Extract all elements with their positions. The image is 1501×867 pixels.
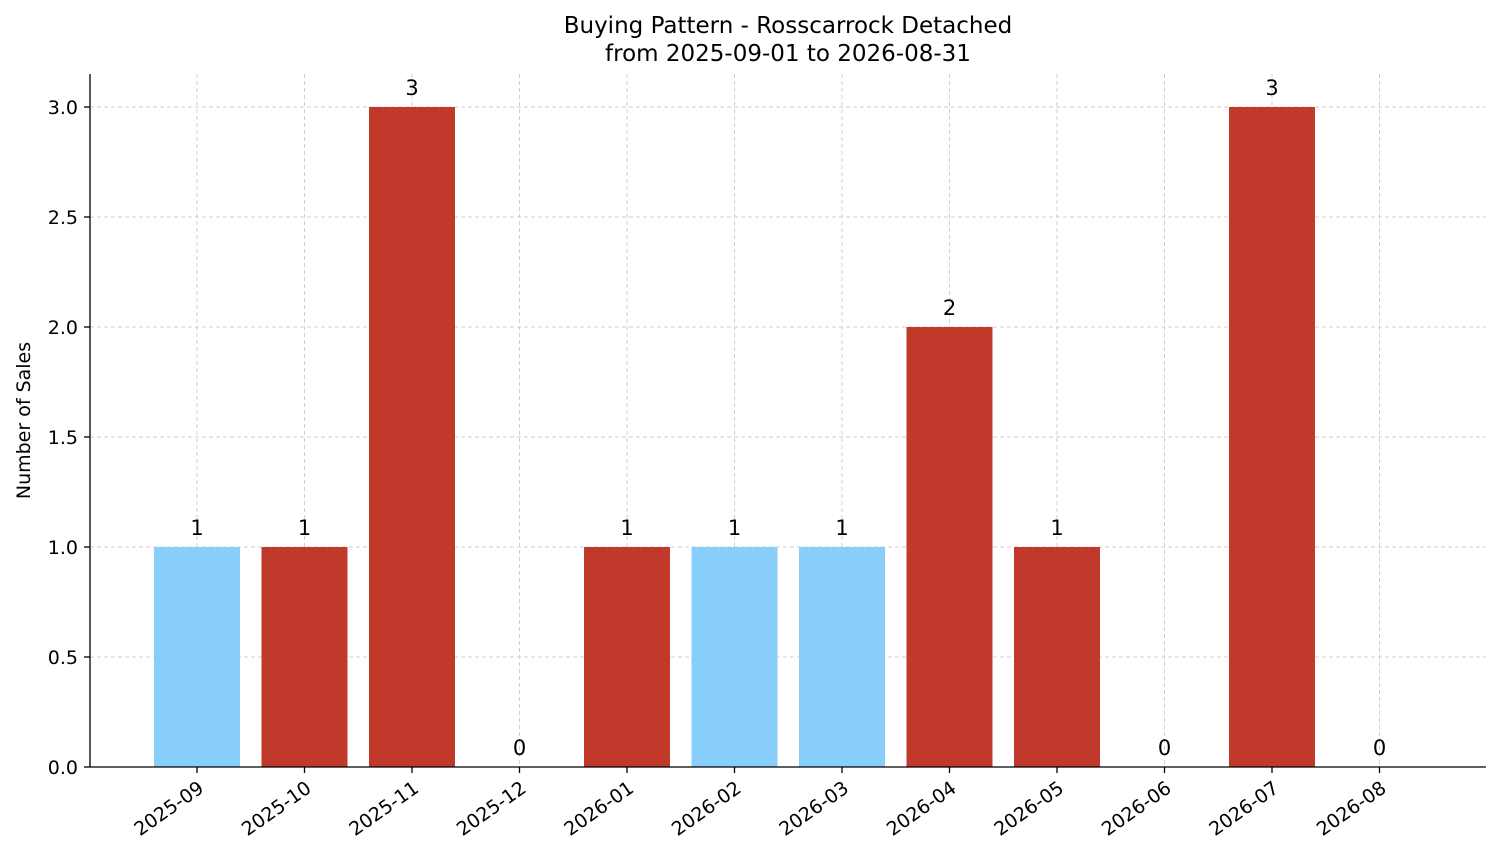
bar-2025-10 [261,547,348,767]
x-tick-label: 2025-11 [345,777,423,841]
x-tick-label: 2026-07 [1205,777,1283,841]
y-tick-label: 0.5 [48,647,78,669]
axes [89,74,1486,768]
data-label: 1 [835,516,848,540]
y-tick-label: 2.0 [48,317,78,339]
bar-2025-09 [154,547,240,767]
chart-subtitle: from 2025-09-01 to 2026-08-31 [605,41,971,67]
x-tick-label: 2025-12 [453,777,531,841]
x-tick-label: 2026-08 [1313,777,1391,841]
data-label: 3 [405,76,418,100]
data-label: 0 [1373,736,1386,760]
x-tick-label: 2026-01 [560,777,638,841]
x-tick-label: 2026-04 [883,777,961,841]
bar-2025-11 [369,107,455,767]
data-label: 2 [943,296,956,320]
data-labels: 1 1 3 0 1 1 1 2 1 0 3 0 [190,76,1386,760]
y-axis-label: Number of Sales [13,342,35,499]
x-tick-label: 2025-09 [130,777,208,841]
bar-2026-03 [799,547,885,767]
data-label: 1 [728,516,741,540]
x-tick-label: 2026-02 [668,777,746,841]
chart-title: Buying Pattern - Rosscarrock Detached [564,13,1013,39]
bars [154,107,1315,767]
data-label: 1 [298,516,311,540]
y-tick-label: 1.0 [48,537,78,559]
bar-2026-07 [1229,107,1315,767]
bar-2026-01 [584,547,670,767]
bar-2026-02 [691,547,778,767]
x-tick-label: 2026-06 [1098,777,1176,841]
data-label: 3 [1265,76,1278,100]
bar-2026-04 [906,327,993,767]
data-label: 1 [620,516,633,540]
y-tick-label: 3.0 [48,97,78,119]
x-tick-label: 2025-10 [238,777,316,841]
y-tick-label: 2.5 [48,207,78,229]
data-label: 0 [1158,736,1171,760]
x-tick-label: 2026-03 [775,777,853,841]
y-tick-label: 0.0 [48,757,78,779]
x-tick-label: 2026-05 [990,777,1068,841]
data-label: 0 [513,736,526,760]
y-tick-label: 1.5 [48,427,78,449]
bar-2026-05 [1014,547,1100,767]
data-label: 1 [190,516,203,540]
data-label: 1 [1050,516,1063,540]
